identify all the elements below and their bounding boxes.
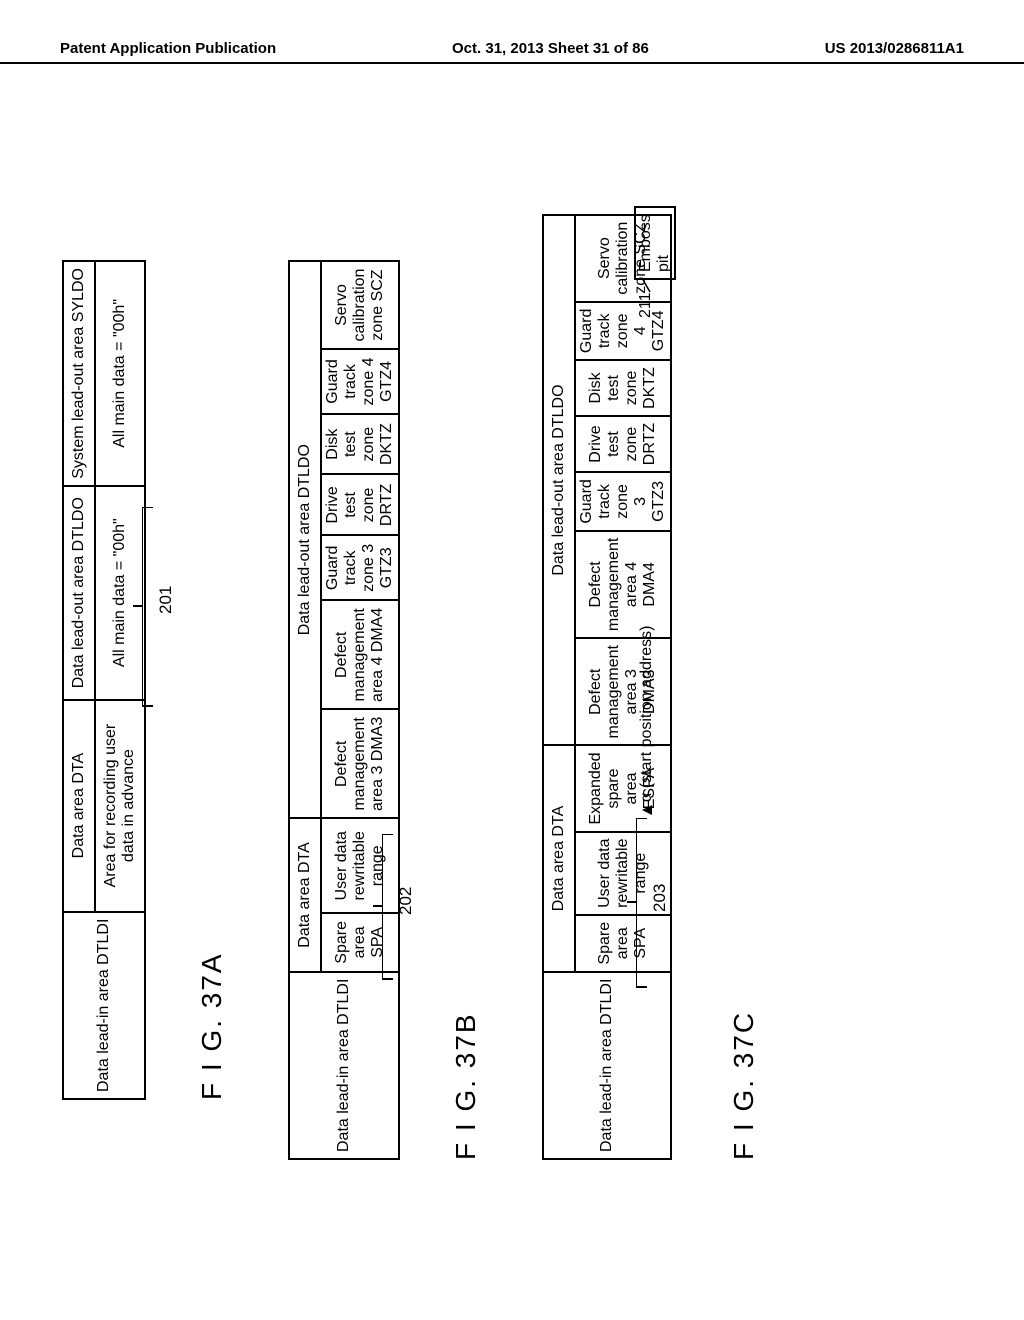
fig37b-table: Data lead-in area DTLDI Data area DTA Da… [288,260,400,1160]
fig-37c: Data lead-in area DTLDI Data area DTA Da… [542,260,760,1160]
fig37a-dtldo-head: Data lead-out area DTLDO [63,486,95,700]
fig37c-spa: Spare area SPA [575,915,671,972]
fig37a-syldo-head: System lead-out area SYLDO [63,261,95,486]
fig37b-gtz4: Guard track zone 4 GTZ4 [321,349,399,414]
fig37b-drtz: Drive test zone DRTZ [321,474,399,535]
fig37b-dma3: Defect management area 3 DMA3 [321,709,399,818]
fig37b-label: F I G. 37B [450,260,482,1160]
fig37a-label: F I G. 37A [196,260,228,1100]
header-center: Oct. 31, 2013 Sheet 31 of 86 [452,40,649,57]
fig37a-dtldo-cell: All main data = "00h" [95,486,145,700]
fig37c-dtldo-head: Data lead-out area DTLDO [543,215,575,746]
page-header: Patent Application Publication Oct. 31, … [0,0,1024,64]
fig37c-bracket [636,818,649,988]
fig37a-syldo-cell: All main data = "00h" [95,261,145,486]
fig37c-gtz3: Guard track zone 3 GTZ3 [575,472,671,530]
fig37b-dta-head: Data area DTA [289,818,321,971]
fig37b-dktz: Disk test zone DKTZ [321,414,399,474]
fig-37b: Data lead-in area DTLDI Data area DTA Da… [288,260,482,1160]
fig37b-dma4: Defect management area 4 DMA4 [321,600,399,709]
fig-37a: Data lead-in area DTLDI Data area DTA Da… [62,260,228,1100]
rotated-content: Data lead-in area DTLDI Data area DTA Da… [62,260,962,1160]
fig37c-dta-head: Data area DTA [543,745,575,971]
fig37c-dktz: Disk test zone DKTZ [575,360,671,416]
fig37c-dma4: Defect management area 4 DMA4 [575,531,671,638]
fig37a-leadin: Data lead-in area DTLDI [63,912,145,1099]
header-right: US 2013/0286811A1 [825,40,964,57]
fig37c-dma3: Defect management area 3 DMA3 [575,638,671,745]
fig37c-emboss-ref: 211 [637,292,655,318]
fig37c-emboss-ref-group: 211 [637,276,655,318]
fig37b-bracket [382,834,395,980]
fig37c-alpha-label: α (start position address) [638,626,656,802]
fig37b-scz: Servo calibration zone SCZ [321,261,399,349]
fig37a-bracket [142,507,155,707]
fig37c-ref: 203 [650,884,670,912]
fig37c-label: F I G. 37C [728,260,760,1160]
fig37a-ref: 201 [156,586,176,614]
fig37b-leadin: Data lead-in area DTLDI [289,972,399,1159]
fig37c-drtz: Drive test zone DRTZ [575,416,671,472]
fig37a-table: Data lead-in area DTLDI Data area DTA Da… [62,260,146,1100]
fig37b-gtz3: Guard track zone 3 GTZ3 [321,535,399,600]
fig37b-ref: 202 [396,887,416,915]
fig37c-gtz4: Guard track zone 4 GTZ4 [575,302,671,360]
fig37c-leadin: Data lead-in area DTLDI [543,972,671,1159]
fig37a-dta-head: Data area DTA [63,700,95,912]
fig37c-emboss-box: Emboss pit [634,206,676,280]
fig37c-alpha-arrow: α (start position address) [638,626,656,815]
lead-line-icon [639,276,653,294]
fig37b-dtldo-head: Data lead-out area DTLDO [289,261,321,818]
header-left: Patent Application Publication [60,40,276,57]
fig37c-espa: Expanded spare area ESPA [575,745,671,831]
fig37a-dta-cell: Area for recording user data in advance [95,700,145,912]
